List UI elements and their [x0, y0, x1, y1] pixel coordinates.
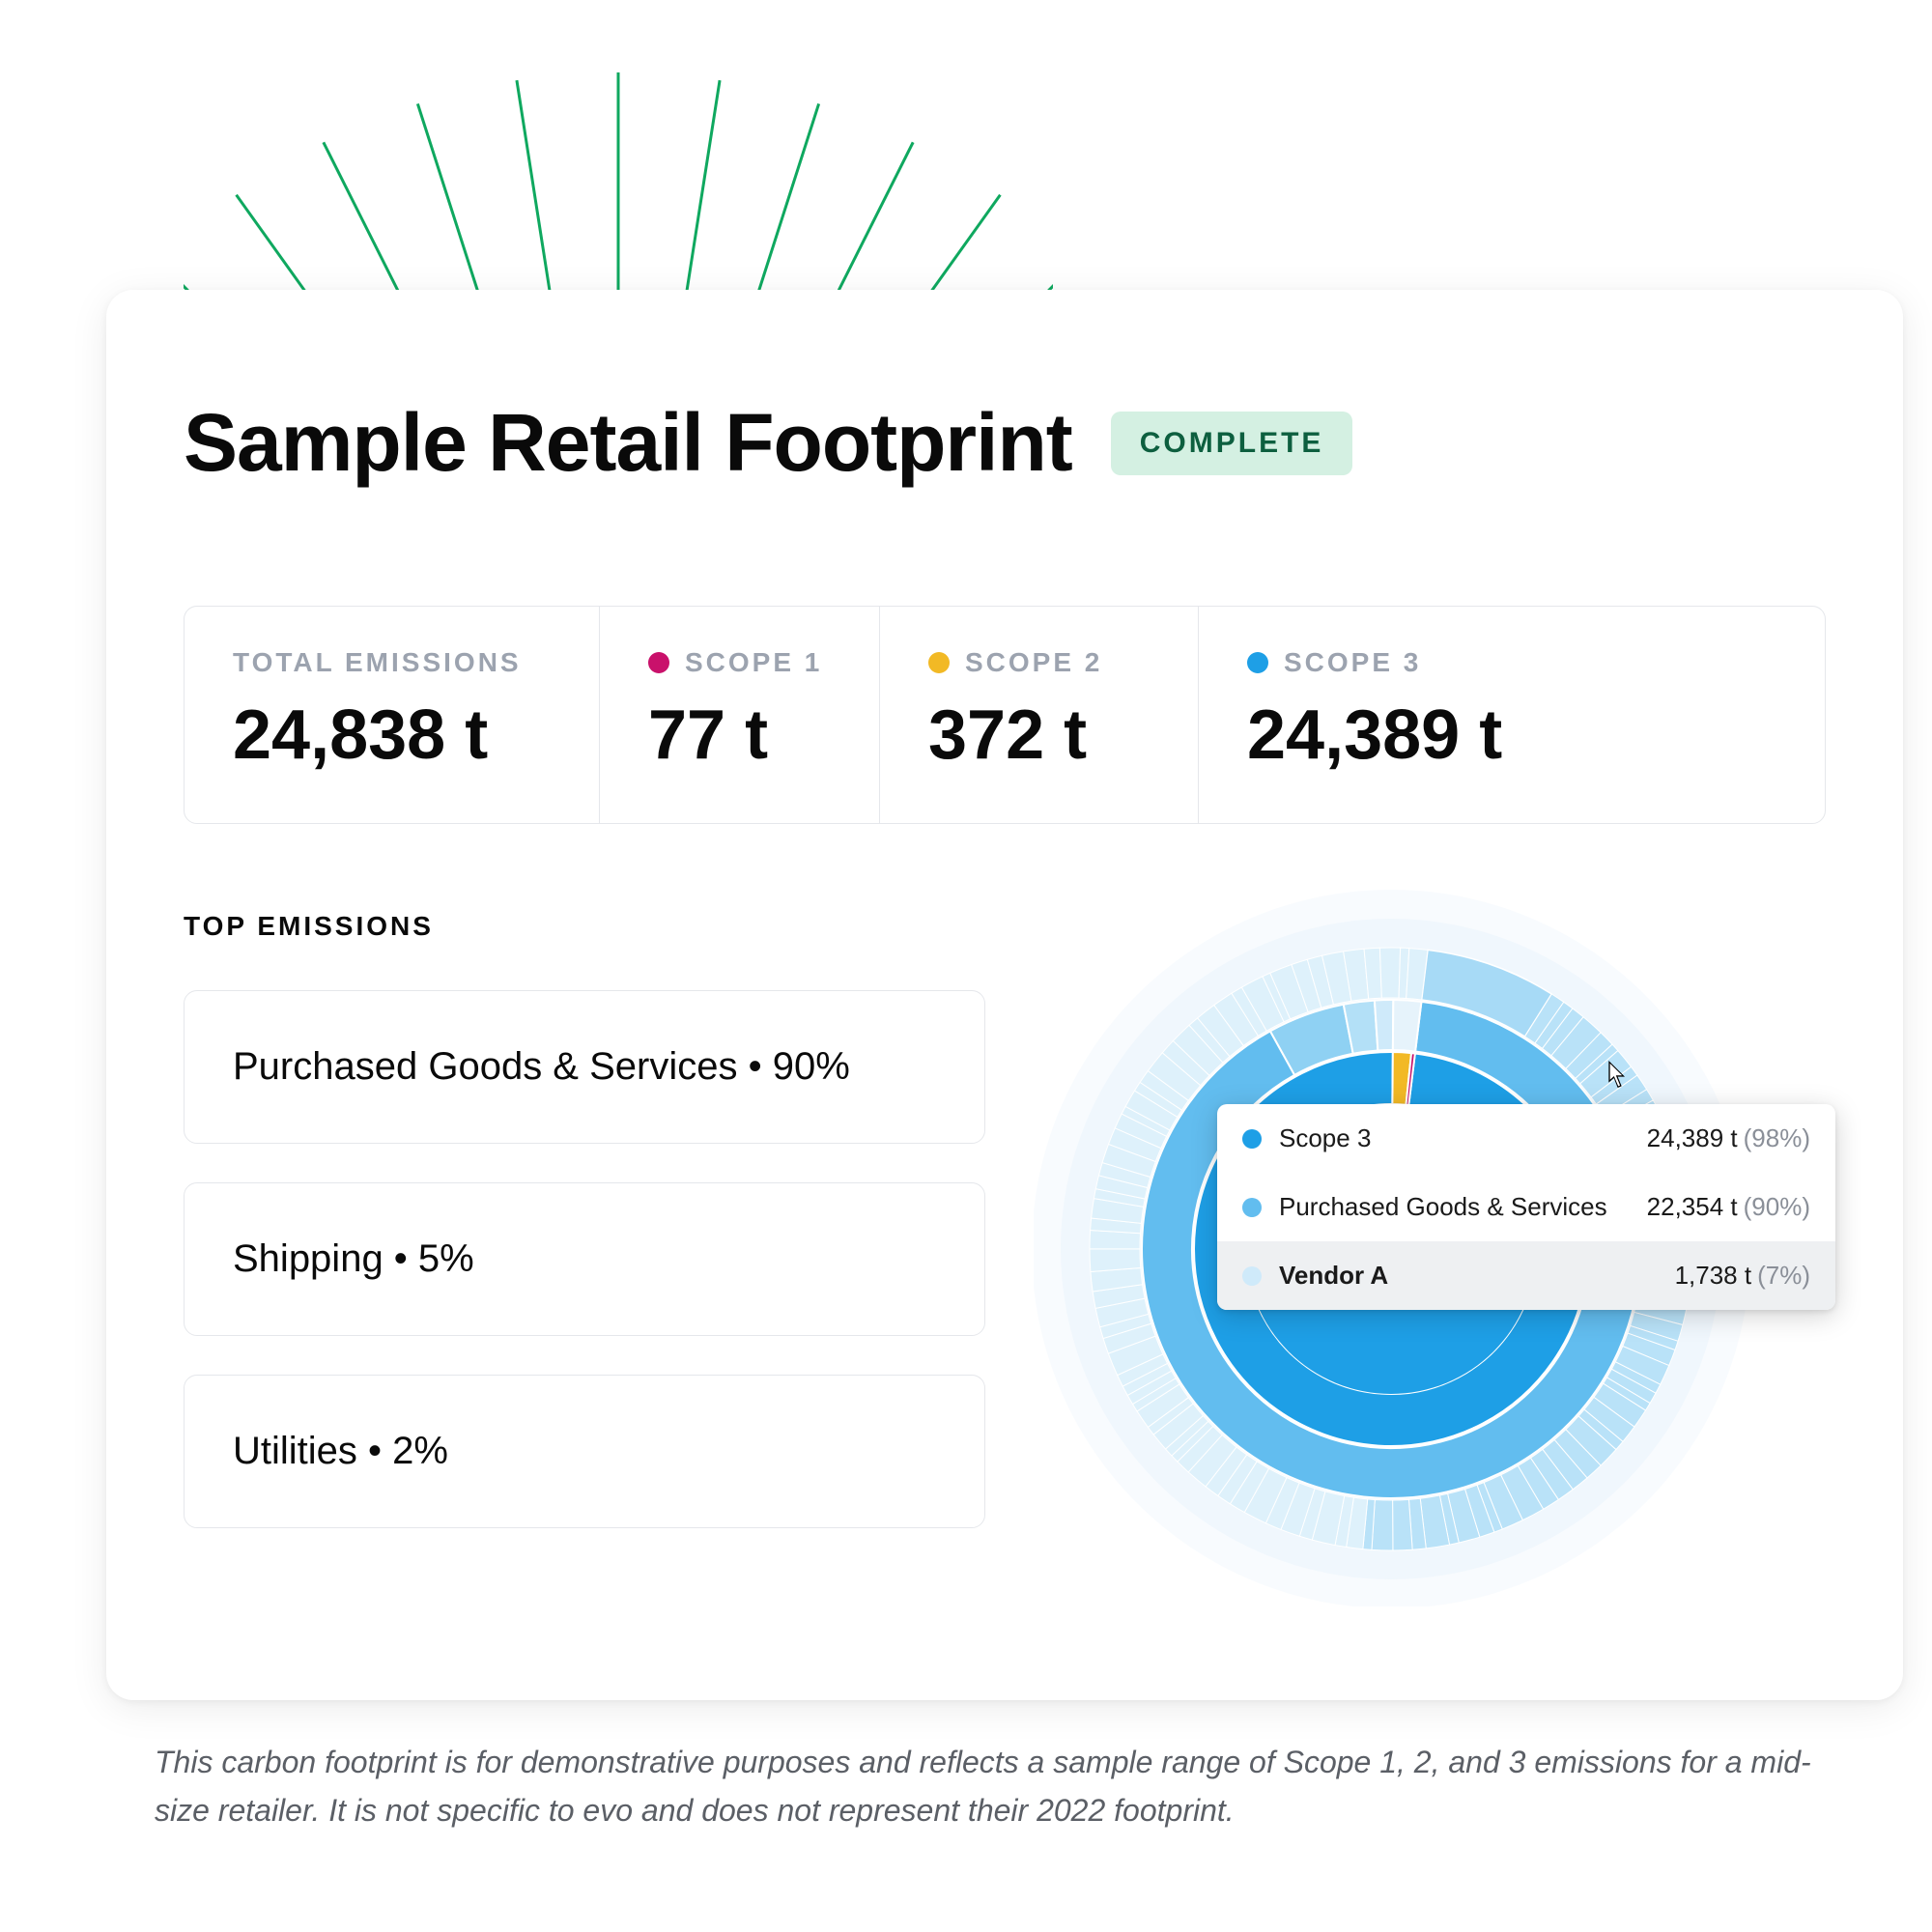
emission-item[interactable]: Shipping • 5% — [184, 1182, 985, 1336]
scope2-dot-icon — [928, 652, 950, 673]
metric-scope3: SCOPE 3 24,389 t — [1199, 607, 1825, 823]
tooltip-row: Purchased Goods & Services 22,354 t (90%… — [1217, 1173, 1835, 1241]
metric-label: SCOPE 1 — [685, 647, 822, 678]
sunburst-chart-area: Scope 3 24,389 t (98%) Purchased Goods &… — [1043, 911, 1826, 1567]
top-emissions-panel: TOP EMISSIONS Purchased Goods & Services… — [184, 911, 985, 1567]
metric-total: TOTAL EMISSIONS 24,838 t — [185, 607, 600, 823]
status-badge: COMPLETE — [1111, 412, 1353, 475]
chart-tooltip: Scope 3 24,389 t (98%) Purchased Goods &… — [1217, 1104, 1835, 1310]
metric-value: 24,389 t — [1247, 696, 1776, 775]
metrics-row: TOTAL EMISSIONS 24,838 t SCOPE 1 77 t SC… — [184, 606, 1826, 824]
tooltip-dot-icon — [1242, 1198, 1262, 1217]
metric-label: TOTAL EMISSIONS — [233, 647, 522, 678]
metric-label: SCOPE 3 — [1284, 647, 1421, 678]
metric-value: 372 t — [928, 696, 1150, 775]
scope1-dot-icon — [648, 652, 669, 673]
scope3-dot-icon — [1247, 652, 1268, 673]
emission-item[interactable]: Purchased Goods & Services • 90% — [184, 990, 985, 1144]
page-title: Sample Retail Footprint — [184, 396, 1072, 490]
tooltip-row: Scope 3 24,389 t (98%) — [1217, 1104, 1835, 1173]
metric-value: 77 t — [648, 696, 831, 775]
metric-scope1: SCOPE 1 77 t — [600, 607, 880, 823]
metric-scope2: SCOPE 2 372 t — [880, 607, 1199, 823]
footprint-card: Sample Retail Footprint COMPLETE TOTAL E… — [106, 290, 1903, 1700]
emission-item[interactable]: Utilities • 2% — [184, 1375, 985, 1528]
disclaimer-text: This carbon footprint is for demonstrati… — [155, 1739, 1816, 1834]
tooltip-dot-icon — [1242, 1129, 1262, 1149]
tooltip-row: Vendor A 1,738 t (7%) — [1217, 1241, 1835, 1310]
section-heading: TOP EMISSIONS — [184, 911, 985, 942]
tooltip-dot-icon — [1242, 1266, 1262, 1286]
metric-label: SCOPE 2 — [965, 647, 1102, 678]
metric-value: 24,838 t — [233, 696, 551, 775]
